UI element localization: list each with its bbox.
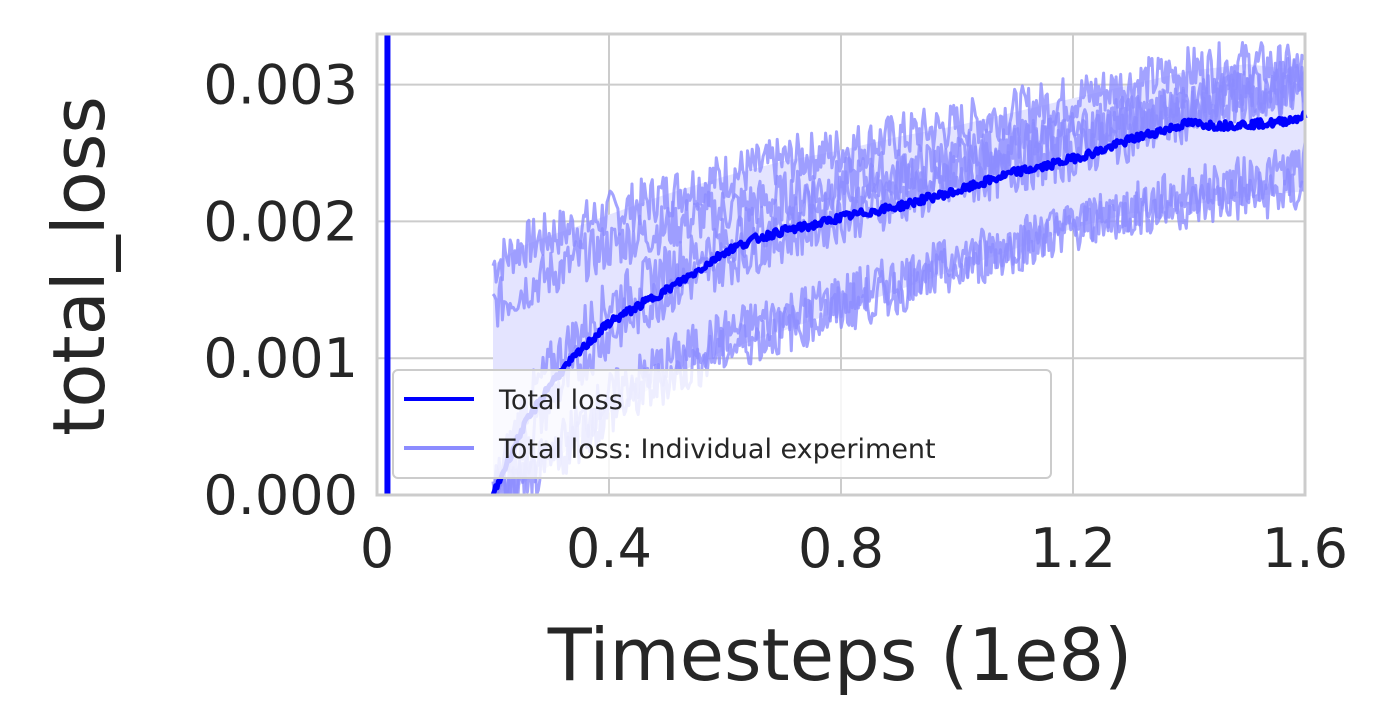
legend-label-total-loss: Total loss (498, 385, 623, 416)
y-tick-labels: 0.000 0.001 0.002 0.003 (203, 54, 358, 527)
legend: Total loss Total loss: Individual experi… (392, 369, 1052, 479)
x-axis-label: Timesteps (1e8) (547, 613, 1132, 697)
x-tick-label: 0.8 (798, 517, 884, 580)
plot-frame (375, 32, 1307, 497)
legend-label-individual: Total loss: Individual experiment (498, 434, 936, 465)
y-tick-label: 0.001 (203, 327, 358, 390)
y-tick-label: 0.003 (203, 54, 358, 117)
series-lines (490, 41, 1308, 497)
x-tick-label: 1.2 (1030, 517, 1116, 580)
x-tick-labels: 0 0.4 0.8 1.2 1.6 (360, 517, 1348, 580)
x-tick-label: 1.6 (1262, 517, 1348, 580)
legend-box (392, 369, 1052, 479)
spread-band (493, 64, 1305, 495)
y-axis-label: total_loss (37, 96, 121, 436)
x-tick-label: 0.4 (566, 517, 652, 580)
y-tick-label: 0.002 (203, 190, 358, 253)
series-total-loss-line (490, 110, 1308, 496)
x-tick-label: 0 (360, 517, 394, 580)
y-tick-label: 0.000 (203, 464, 358, 527)
